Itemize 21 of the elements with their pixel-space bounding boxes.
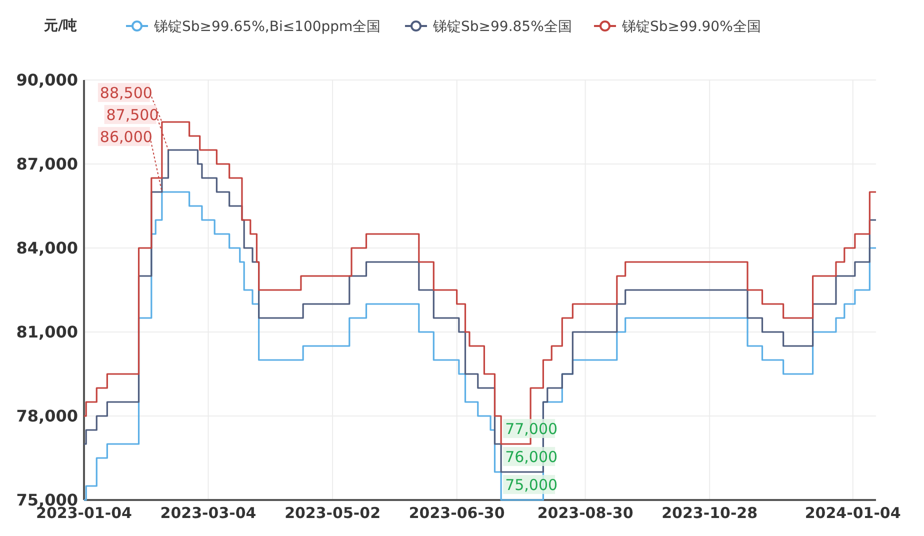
annotation: 86,000	[100, 128, 152, 146]
annotation: 76,000	[505, 448, 558, 466]
x-tick-label: 2023-10-28	[662, 504, 758, 522]
x-tick-label: 2023-06-30	[408, 504, 505, 522]
legend-label: 锑锭Sb≥99.85%全国	[432, 18, 572, 35]
annotation: 77,000	[505, 420, 558, 438]
x-tick-label: 2023-05-02	[284, 504, 381, 522]
annotation: 87,500	[106, 106, 159, 124]
x-tick-label: 2023-08-30	[537, 504, 634, 522]
y-tick-label: 81,000	[16, 322, 78, 342]
y-tick-label: 84,000	[16, 238, 78, 258]
legend-label: 锑锭Sb≥99.65%,Bi≤100ppm全国	[153, 18, 381, 35]
x-tick-label: 2024-01-04	[804, 504, 901, 522]
y-tick-label: 78,000	[16, 406, 78, 426]
legend-label: 锑锭Sb≥99.90%全国	[621, 18, 761, 35]
y-tick-label: 90,000	[16, 70, 78, 90]
annotation: 75,000	[505, 476, 558, 494]
annotation: 88,500	[100, 84, 152, 102]
y-axis-title: 元/吨	[43, 18, 78, 34]
x-tick-label: 2023-03-04	[160, 504, 256, 522]
y-tick-label: 87,000	[16, 154, 78, 174]
